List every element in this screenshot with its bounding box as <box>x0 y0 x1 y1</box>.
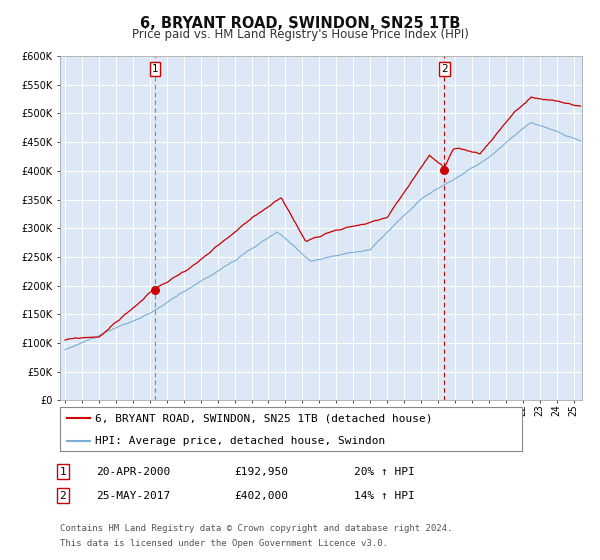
Point <box>440 165 449 174</box>
Text: 14% ↑ HPI: 14% ↑ HPI <box>354 491 415 501</box>
Text: 6, BRYANT ROAD, SWINDON, SN25 1TB: 6, BRYANT ROAD, SWINDON, SN25 1TB <box>140 16 460 31</box>
Text: This data is licensed under the Open Government Licence v3.0.: This data is licensed under the Open Gov… <box>60 539 388 548</box>
Text: 2: 2 <box>441 64 448 73</box>
Point <box>150 285 160 294</box>
Text: 1: 1 <box>151 64 158 73</box>
Text: 1: 1 <box>59 466 67 477</box>
Text: £402,000: £402,000 <box>234 491 288 501</box>
Text: 25-MAY-2017: 25-MAY-2017 <box>96 491 170 501</box>
Text: 2: 2 <box>59 491 67 501</box>
Text: 20-APR-2000: 20-APR-2000 <box>96 466 170 477</box>
Text: 20% ↑ HPI: 20% ↑ HPI <box>354 466 415 477</box>
Text: Contains HM Land Registry data © Crown copyright and database right 2024.: Contains HM Land Registry data © Crown c… <box>60 524 452 533</box>
Text: 6, BRYANT ROAD, SWINDON, SN25 1TB (detached house): 6, BRYANT ROAD, SWINDON, SN25 1TB (detac… <box>95 413 432 423</box>
Text: £192,950: £192,950 <box>234 466 288 477</box>
Text: Price paid vs. HM Land Registry's House Price Index (HPI): Price paid vs. HM Land Registry's House … <box>131 28 469 41</box>
Text: HPI: Average price, detached house, Swindon: HPI: Average price, detached house, Swin… <box>95 436 385 446</box>
